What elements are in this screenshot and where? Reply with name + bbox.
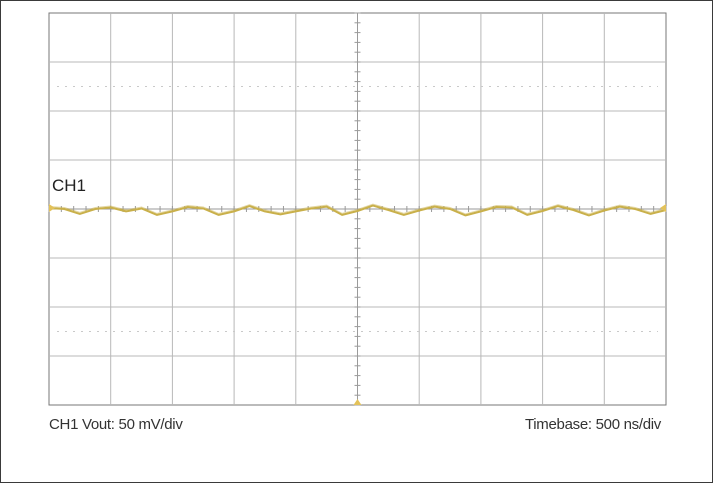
trigger-position-marker bbox=[353, 399, 362, 405]
trace-layer bbox=[48, 203, 667, 217]
trigger-level-marker bbox=[660, 204, 666, 213]
trace-channel-label: CH1 bbox=[52, 176, 87, 195]
trace-persistence-ch1 bbox=[48, 203, 667, 215]
ground-level-marker bbox=[49, 204, 55, 213]
trace-line-ch1 bbox=[48, 204, 667, 217]
marker-layer bbox=[49, 204, 666, 405]
channel-scale-label: CH1 Vout: 50 mV/div bbox=[49, 416, 183, 433]
timebase-label: Timebase: 500 ns/div bbox=[524, 416, 661, 433]
